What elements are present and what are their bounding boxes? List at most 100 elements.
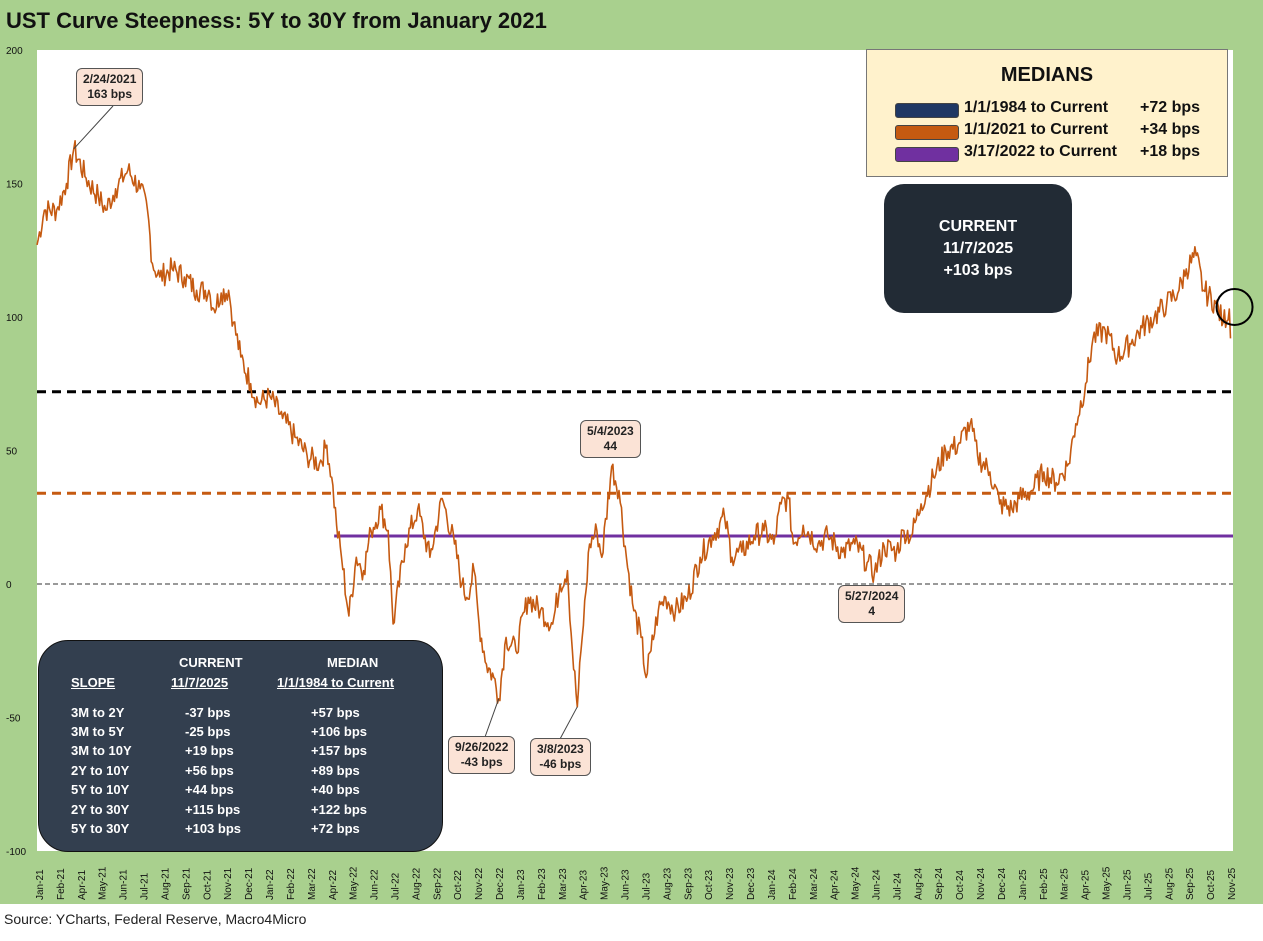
x-tick-label: Jun-23 (621, 869, 632, 900)
slope-row-label: 5Y to 10Y (71, 782, 130, 797)
slope-row-median: +40 bps (311, 782, 360, 797)
slope-row-label: 2Y to 30Y (71, 802, 130, 817)
x-tick-label: Feb-21 (56, 868, 67, 900)
y-tick-label: 0 (6, 580, 12, 591)
purple-swatch-icon (895, 147, 959, 162)
x-tick-label: Sep-22 (432, 867, 443, 900)
callout-value: 4 (868, 604, 876, 618)
x-tick-label: Jun-24 (871, 869, 882, 900)
callout-low-2024: 5/27/2024 4 (838, 585, 906, 623)
x-tick-label: Dec-22 (495, 867, 506, 900)
x-tick-label: Dec-23 (746, 867, 757, 900)
x-tick-label: Jun-22 (370, 869, 381, 900)
x-tick-label: Nov-23 (725, 867, 736, 900)
callout-date: 5/27/2024 (845, 589, 899, 603)
x-tick-label: Sep-23 (683, 867, 694, 900)
slope-row-label: 2Y to 10Y (71, 763, 130, 778)
callout-leader-line (559, 706, 578, 740)
slope-row-median: +57 bps (311, 705, 360, 720)
callout-date: 3/8/2023 (537, 742, 584, 756)
callout-peak-2021: 2/24/2021 163 bps (76, 68, 144, 106)
current-heading: CURRENT (938, 218, 1018, 235)
x-tick-label: Mar-25 (1060, 868, 1071, 900)
callout-date: 9/26/2022 (455, 740, 509, 754)
slope-row-median: +106 bps (311, 724, 368, 739)
x-tick-label: Aug-25 (1164, 867, 1175, 900)
slope-row-median: +122 bps (311, 802, 368, 817)
callout-trough-2023: 3/8/2023 -46 bps (530, 738, 591, 776)
median-label: 3/17/2022 to Current (964, 143, 1117, 160)
col-header-slope: SLOPE (71, 675, 116, 690)
slope-row-median: +157 bps (311, 743, 368, 758)
x-tick-label: Jun-21 (119, 869, 130, 900)
x-tick-label: Oct-24 (955, 870, 966, 900)
callout-value: 44 (603, 439, 618, 453)
x-tick-label: Apr-25 (1081, 870, 1092, 900)
slope-row-current: +19 bps (185, 743, 234, 758)
x-tick-label: Sep-25 (1185, 867, 1196, 900)
x-tick-label: Nov-25 (1227, 867, 1238, 900)
current-value-box: CURRENT 11/7/2025 +103 bps (884, 184, 1072, 313)
col-header-median: MEDIAN (327, 655, 379, 670)
median-label: 1/1/2021 to Current (964, 121, 1109, 138)
series-line (36, 140, 1232, 708)
callout-leader-line (484, 698, 500, 738)
x-tick-label: May-23 (600, 866, 611, 900)
median-value: +34 bps (1140, 121, 1201, 138)
medians-legend: MEDIANS 1/1/1984 to Current +72 bps 1/1/… (866, 49, 1228, 177)
x-tick-label: Jul-24 (892, 872, 903, 900)
x-tick-label: May-21 (98, 866, 109, 900)
x-tick-label: Aug-24 (913, 867, 924, 900)
x-tick-label: Jul-25 (1143, 872, 1154, 900)
x-tick-label: Apr-21 (77, 870, 88, 900)
slope-row-label: 3M to 10Y (71, 743, 132, 758)
x-tick-label: Mar-24 (809, 868, 820, 900)
slope-row-median: +72 bps (311, 821, 360, 836)
x-tick-label: Aug-22 (411, 867, 422, 900)
callout-leader-line (73, 105, 114, 150)
x-tick-label: Feb-25 (1039, 868, 1050, 900)
x-tick-label: Jul-21 (140, 872, 151, 900)
x-tick-label: Dec-24 (997, 867, 1008, 900)
x-tick-label: Dec-21 (244, 867, 255, 900)
callout-date: 2/24/2021 (83, 72, 137, 86)
navy-swatch-icon (895, 103, 959, 118)
callout-date: 5/4/2023 (587, 424, 634, 438)
x-tick-label: Oct-25 (1206, 870, 1217, 900)
current-highlight-circle (1215, 287, 1254, 326)
x-tick-label: May-24 (851, 866, 862, 900)
medians-title: MEDIANS (1000, 64, 1094, 86)
chart-title: UST Curve Steepness: 5Y to 30Y from Janu… (6, 8, 547, 33)
x-tick-label: Jan-22 (265, 869, 276, 900)
x-tick-label: Feb-22 (286, 868, 297, 900)
current-date: 11/7/2025 (942, 240, 1014, 257)
x-tick-label: Jan-24 (767, 869, 778, 900)
x-tick-label: Mar-23 (558, 868, 569, 900)
y-tick-label: 50 (6, 447, 18, 458)
col-header-current: CURRENT (179, 655, 243, 670)
col-header-median-range: 1/1/1984 to Current (277, 675, 395, 690)
x-tick-label: Sep-24 (934, 867, 945, 900)
y-tick-label: 150 (6, 180, 23, 191)
callout-peak-2023: 5/4/2023 44 (580, 420, 641, 458)
y-tick-label: -50 (6, 714, 21, 725)
y-tick-label: 100 (6, 313, 23, 324)
x-tick-label: Aug-21 (160, 867, 171, 900)
source-note: Source: YCharts, Federal Reserve, Macro4… (4, 911, 307, 927)
slope-row-median: +89 bps (311, 763, 360, 778)
x-tick-label: Apr-24 (830, 870, 841, 900)
x-tick-label: Oct-23 (704, 870, 715, 900)
slope-table: CURRENT MEDIAN SLOPE 11/7/2025 1/1/1984 … (38, 640, 443, 852)
callout-value: -46 bps (539, 757, 582, 771)
slope-row-current: +56 bps (185, 763, 234, 778)
callout-trough-2022: 9/26/2022 -43 bps (448, 736, 516, 774)
x-tick-label: Jan-23 (516, 869, 527, 900)
x-tick-label: Aug-23 (662, 867, 673, 900)
current-value: +103 bps (943, 262, 1013, 279)
x-tick-label: Nov-22 (474, 867, 485, 900)
median-row-1984: 1/1/1984 to Current +72 bps (895, 99, 1235, 119)
x-tick-label: Feb-23 (537, 868, 548, 900)
median-value: +18 bps (1140, 143, 1201, 160)
x-tick-label: Oct-21 (202, 870, 213, 900)
median-row-2021: 1/1/2021 to Current +34 bps (895, 121, 1235, 141)
